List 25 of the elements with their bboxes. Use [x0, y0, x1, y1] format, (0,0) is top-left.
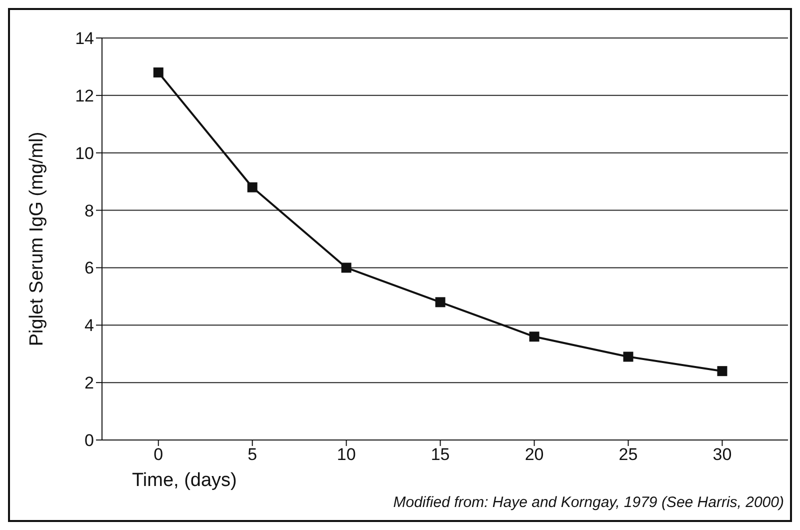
y-tick-label: 6: [84, 258, 94, 278]
y-tick-label: 0: [84, 431, 94, 450]
point: [247, 182, 258, 192]
point: [341, 262, 352, 273]
text: Modified from: Haye and Korngay, 1979 (See Harris, 2000): [393, 494, 784, 511]
x-tick-label: 0: [154, 445, 164, 464]
x-axis-title: Time, (days): [132, 470, 237, 492]
y-tick-label: 10: [75, 144, 94, 163]
y-tick-label: 12: [75, 86, 94, 106]
y-tick-label: 4: [84, 316, 94, 336]
point: [717, 366, 728, 376]
x-tick-label: 5: [248, 445, 258, 464]
point: [529, 332, 540, 342]
x-tick-label: 10: [336, 445, 356, 464]
y-tick-label: 14: [75, 29, 94, 48]
x-tick-label: 20: [524, 445, 544, 464]
point: [435, 297, 446, 308]
x-tick-label: 25: [618, 445, 638, 464]
point: [153, 67, 164, 78]
y-tick-label: 8: [84, 201, 94, 220]
point: [623, 352, 634, 362]
y-tick-label: 2: [84, 374, 94, 393]
x-tick-label: 15: [430, 445, 450, 464]
y-axis-title: Piglet Serum IgG (mg/ml): [26, 132, 48, 346]
x-tick-label: 30: [712, 445, 732, 464]
